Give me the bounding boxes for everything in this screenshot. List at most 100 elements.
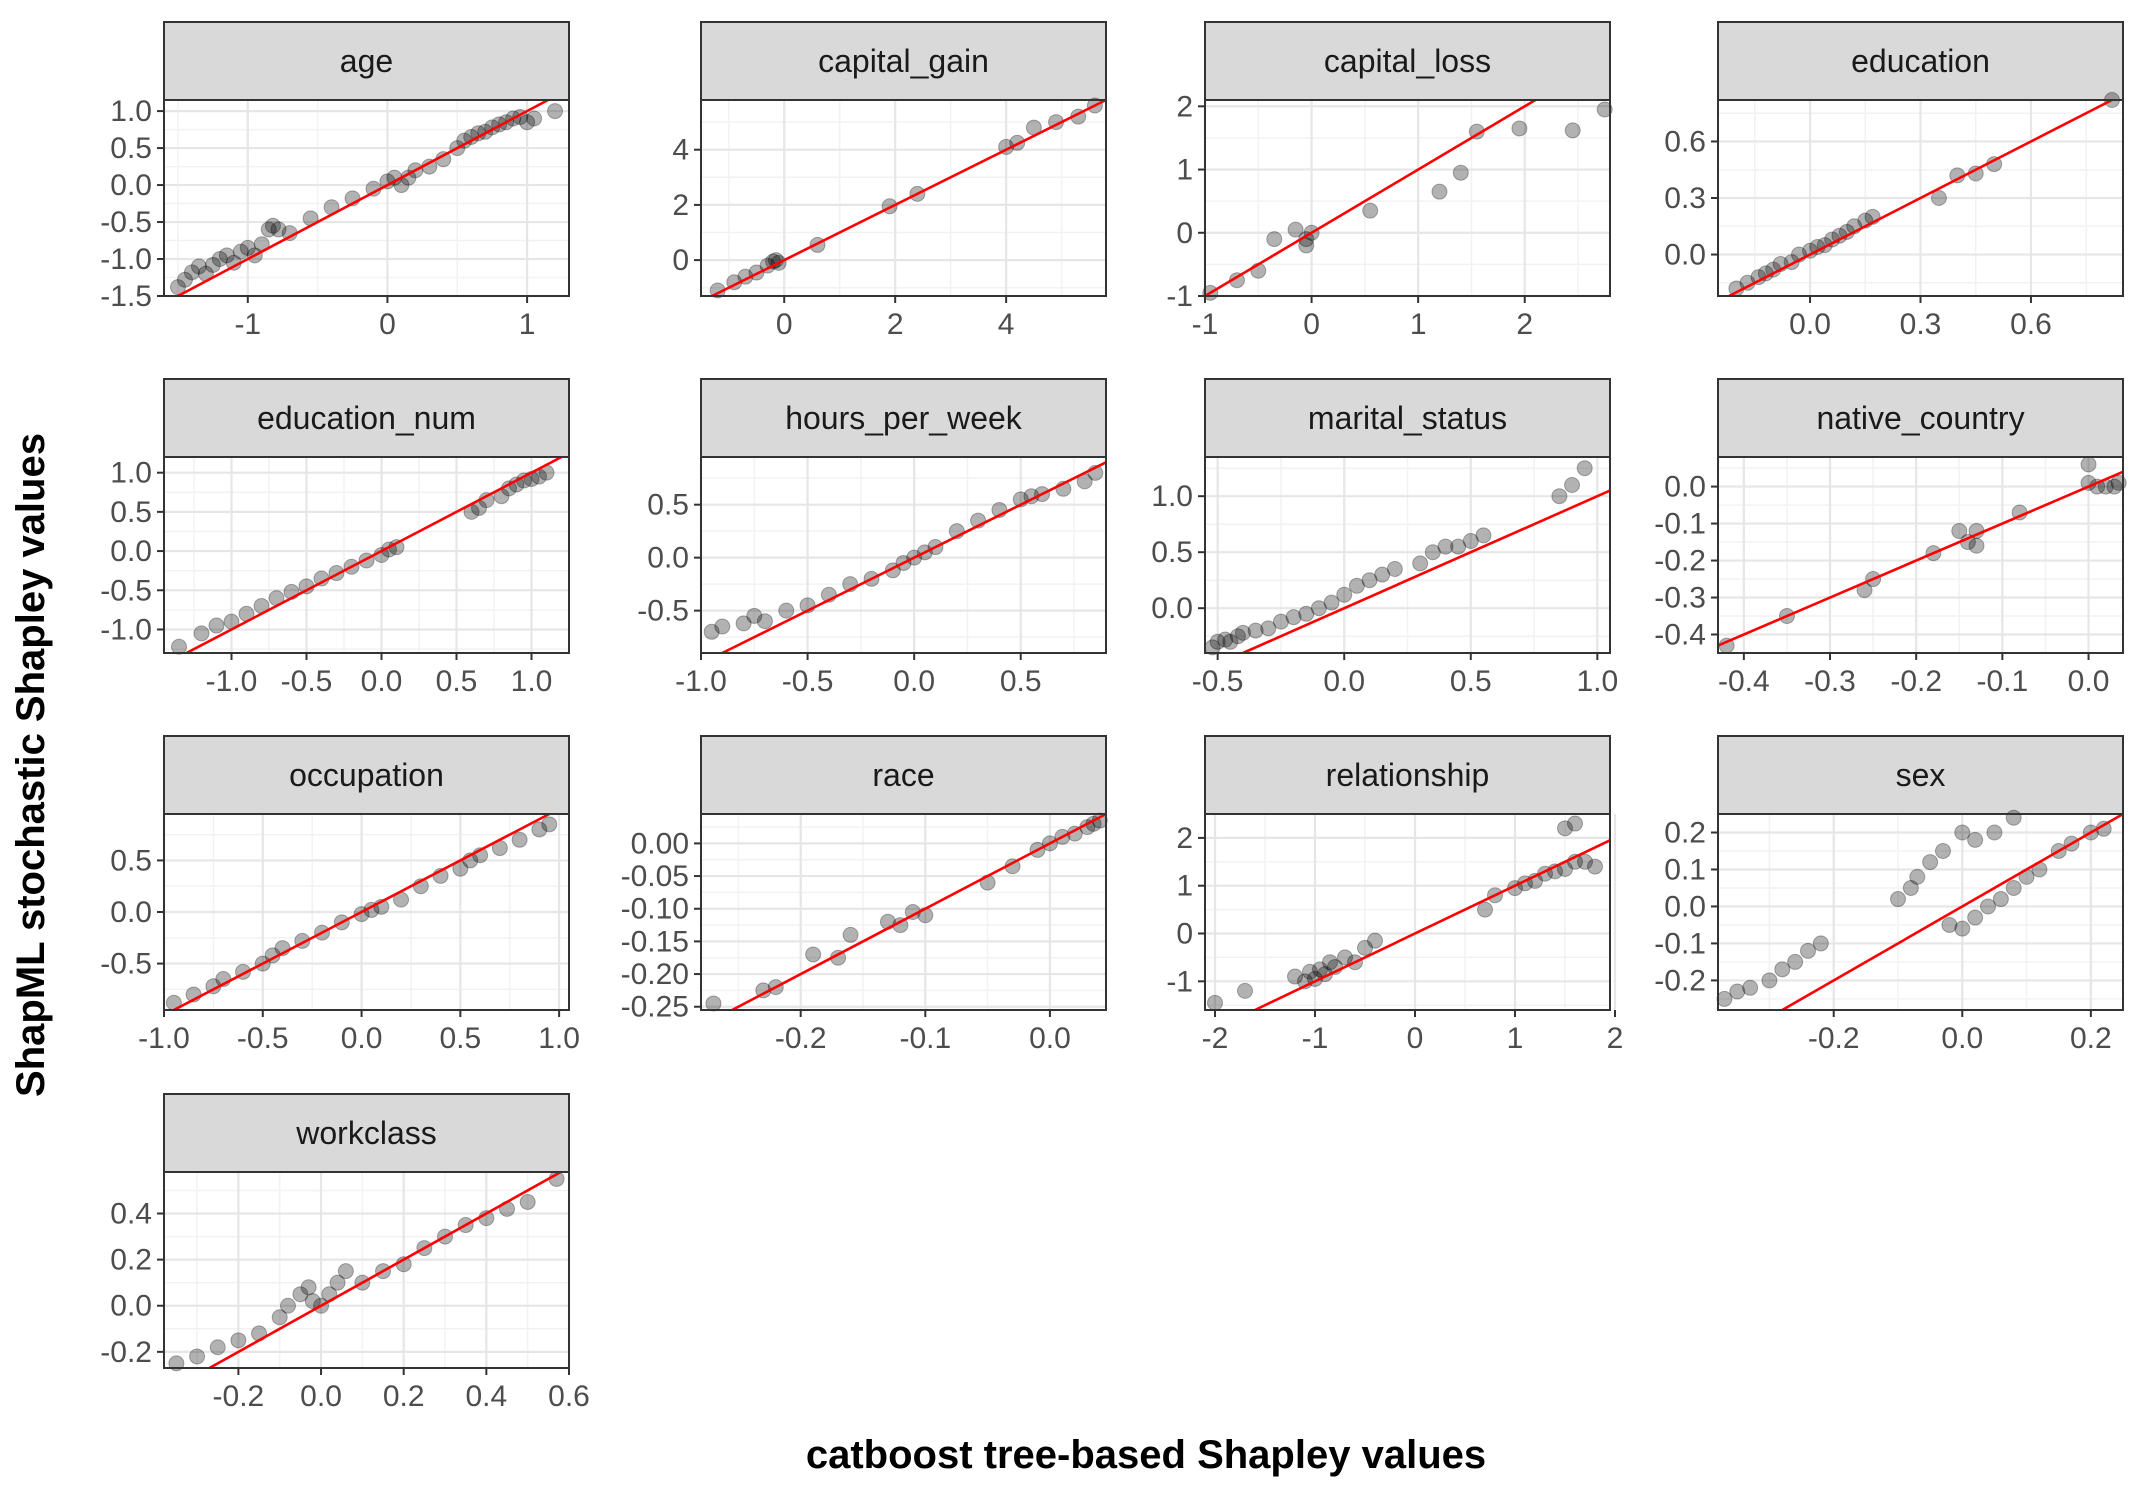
data-point <box>1954 920 1971 937</box>
x-tick-label: -0.5 <box>237 1022 289 1055</box>
y-tick-label: -0.1 <box>1654 508 1706 541</box>
data-point <box>1362 202 1379 219</box>
data-point <box>1967 831 1984 848</box>
panel-border <box>1204 99 1611 297</box>
strip-hours-per-week <box>700 378 1107 458</box>
y-tick-label: 0.5 <box>110 132 152 165</box>
data-point <box>271 1309 288 1326</box>
data-point <box>1237 982 1253 999</box>
data-point <box>204 256 221 273</box>
data-point <box>279 1297 296 1314</box>
y-tick-label: -1 <box>1166 280 1193 313</box>
x-tick-label: 0 <box>379 308 396 341</box>
data-point <box>218 247 235 264</box>
gridlines <box>701 814 1106 1010</box>
reference-line <box>731 812 1107 1012</box>
data-point <box>531 821 548 838</box>
y-tick-label: -0.05 <box>621 860 689 893</box>
y-tick-label: 0.3 <box>1664 182 1706 215</box>
data-point <box>1954 824 1971 841</box>
x-tick-label: -2 <box>1202 1022 1229 1055</box>
data-point <box>1386 561 1403 577</box>
panel-marital-status: marital_status -0.5 0.0 0.5 1.0 1.0 0.5 0.0 <box>1151 378 1618 698</box>
panel-workclass: workclass -0.2 0.0 0.2 0.4 0.6 0.4 0.2 0.0 -0.2 <box>100 1093 590 1413</box>
x-tick-label: 0.6 <box>548 1380 590 1413</box>
plot-area <box>701 814 1106 1010</box>
data-point <box>1742 979 1759 996</box>
x-tick-label: 0.0 <box>1323 665 1365 698</box>
strip-occupation <box>163 735 570 815</box>
y-tick-label: -0.5 <box>637 595 689 628</box>
data-point <box>1587 858 1603 875</box>
y-tick-label: -0.15 <box>621 925 689 958</box>
y-tick-label: -1.0 <box>100 613 152 646</box>
data-point <box>1298 237 1315 254</box>
reference-line <box>1717 470 2124 647</box>
y-tick-label: -0.5 <box>100 574 152 607</box>
data-point <box>1367 932 1383 949</box>
x-tick-label: -1 <box>1192 308 1219 341</box>
data-point <box>1412 555 1429 572</box>
data-point <box>778 602 795 619</box>
strip-title: age <box>340 43 393 79</box>
data-point <box>519 1193 536 1210</box>
panel-border <box>700 813 1107 1011</box>
gridlines <box>164 100 569 298</box>
x-tick-label: -0.4 <box>1718 665 1770 698</box>
y-tick-label: 0.5 <box>647 489 689 522</box>
data-point <box>1564 477 1581 493</box>
data-point <box>239 239 256 256</box>
data-point <box>1272 613 1289 630</box>
panel-occupation: occupation -1.0 -0.5 0.0 0.5 1.0 0.5 0.0 -0.5 <box>100 735 580 1055</box>
data-point <box>1567 815 1583 832</box>
strip-title: sex <box>1896 757 1946 793</box>
x-tick-label: 0.0 <box>341 1022 383 1055</box>
x-tick-label: -1.0 <box>206 665 258 698</box>
y-tick-label: 0.5 <box>110 496 152 529</box>
data-point <box>1462 533 1479 549</box>
y-tick-label: -0.1 <box>1654 927 1706 960</box>
x-tick-label: 0.0 <box>893 665 935 698</box>
plot-area <box>1718 457 2123 653</box>
data-point <box>1209 633 1226 650</box>
data-point <box>211 251 228 268</box>
data-point <box>2005 879 2022 896</box>
data-point <box>1551 488 1568 505</box>
x-tick-label: -0.2 <box>1890 665 1942 698</box>
plot-area <box>701 457 1106 653</box>
y-tick-label: -0.5 <box>100 948 152 981</box>
strip-title: relationship <box>1326 757 1490 793</box>
y-tick-label: 4 <box>672 134 689 167</box>
data-point <box>1374 566 1391 583</box>
data-point <box>1285 609 1302 626</box>
data-point <box>842 926 859 943</box>
data-point <box>171 638 187 655</box>
x-tick-label: 2 <box>887 308 904 341</box>
x-tick-label: 0.0 <box>2068 665 2110 698</box>
reference-line <box>1242 489 1611 655</box>
y-tick-label: -0.2 <box>1654 964 1706 997</box>
y-tick-label: 0.0 <box>110 169 152 202</box>
panel-native-country: native_country -0.4 -0.3 -0.2 -0.1 0.0 0.0 -0.1… <box>1654 378 2127 698</box>
data-point <box>1452 164 1469 181</box>
x-tick-label: 0.0 <box>1789 308 1831 341</box>
data-point <box>1266 231 1283 248</box>
data-point <box>1361 572 1378 589</box>
gridlines <box>164 457 569 653</box>
reference-line <box>173 812 550 1012</box>
data-point <box>1475 527 1492 544</box>
y-tick-label: 2 <box>1176 90 1193 123</box>
panel-capital-gain: capital_gain 0 2 4 4 2 0 <box>672 21 1107 341</box>
y-tick-label: 0.0 <box>647 542 689 575</box>
data-point <box>193 625 210 642</box>
data-point <box>541 816 558 833</box>
data-point <box>230 1332 247 1349</box>
x-tick-label: 0.0 <box>361 665 403 698</box>
data-point <box>1729 983 1746 1000</box>
data-point <box>264 217 281 234</box>
x-tick-label: -0.2 <box>1808 1022 1860 1055</box>
y-tick-label: -0.10 <box>621 893 689 926</box>
data-point <box>1980 898 1996 915</box>
data-point <box>1930 190 1947 206</box>
y-tick-label: 1.0 <box>1151 480 1193 513</box>
